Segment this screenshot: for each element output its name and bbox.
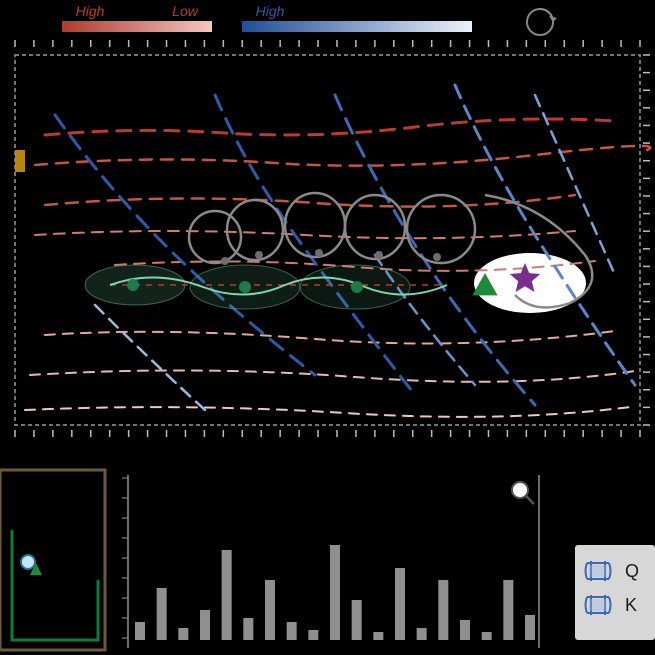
bars (135, 545, 535, 640)
right-info-box: QK (575, 545, 655, 640)
legend-low-label: Low (172, 3, 199, 19)
legend-circle-icon (527, 9, 557, 35)
inset-dot (21, 555, 35, 569)
ticks-top (15, 40, 640, 47)
main-panel (15, 55, 650, 425)
bar-panel (122, 475, 539, 648)
ticks-right (643, 55, 650, 425)
left-cap (15, 150, 25, 172)
magnifier-icon[interactable] (512, 482, 534, 504)
bar-yticks (122, 478, 128, 638)
lower-left-inset (0, 470, 105, 650)
right-box-label: Q (625, 561, 639, 581)
legend-blue-bar (242, 21, 472, 32)
ticks-bottom (15, 430, 640, 437)
right-box-label: K (625, 595, 637, 615)
gray-loop-group (189, 193, 475, 263)
legend-red-bar (62, 21, 212, 32)
legend-row: High Low High (62, 3, 557, 35)
legend-high2-label: High (256, 3, 285, 19)
legend-high-label: High (76, 3, 105, 19)
